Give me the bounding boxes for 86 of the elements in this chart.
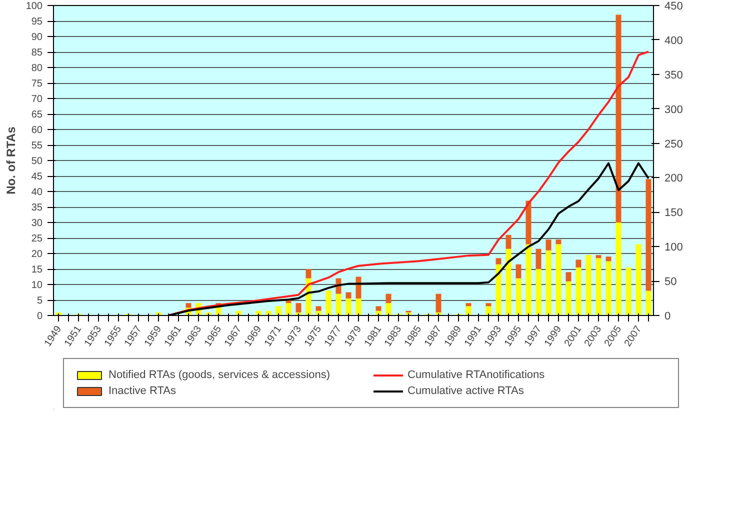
legend-label: Inactive RTAs <box>108 385 177 397</box>
y2-tick-label: 0 <box>664 310 671 322</box>
y2-tick-label: 400 <box>664 34 683 47</box>
bar <box>556 240 562 244</box>
bar <box>566 281 572 316</box>
bar <box>346 298 352 316</box>
y-tick-label: 40 <box>31 187 43 198</box>
bar <box>606 256 612 262</box>
y-tick-label: 30 <box>31 218 43 229</box>
bar <box>516 264 522 278</box>
bar <box>626 267 632 316</box>
bar <box>646 179 652 291</box>
bar <box>326 290 332 316</box>
y2-tick-label: 150 <box>664 207 683 220</box>
y-tick-label: 70 <box>31 94 43 105</box>
bar <box>576 260 582 268</box>
y-tick-label: 15 <box>31 264 43 276</box>
bar <box>496 264 502 316</box>
bar <box>186 303 192 308</box>
y-tick-label: 85 <box>31 48 43 58</box>
bar <box>506 234 512 249</box>
bar <box>276 306 282 316</box>
bar <box>526 244 532 316</box>
bar <box>386 294 392 304</box>
y2-tick-label: 100 <box>664 242 683 254</box>
bar <box>546 240 552 250</box>
bar <box>316 306 322 311</box>
bar <box>616 14 622 222</box>
bar <box>566 272 572 282</box>
bar <box>296 303 302 312</box>
y-tick-label: 100 <box>26 1 43 12</box>
bar <box>546 250 552 316</box>
bar <box>336 294 342 316</box>
legend-label: Notified RTAs (goods, services & accessions) <box>108 369 332 381</box>
bar <box>516 278 522 316</box>
bar <box>496 258 502 264</box>
bar <box>376 306 382 311</box>
y-tick-label: 80 <box>31 63 43 74</box>
y-tick-label: 75 <box>31 78 43 90</box>
line-series <box>168 50 650 316</box>
y-tick-label: 0 <box>36 311 43 322</box>
y-tick-label: 60 <box>31 125 43 136</box>
bar <box>636 244 642 316</box>
legend-label: Cumulative active RTAs <box>408 385 525 397</box>
y2-tick-label: 300 <box>664 104 683 116</box>
bar <box>436 294 442 312</box>
bar <box>586 255 592 316</box>
y-tick-label: 95 <box>31 16 43 28</box>
y-tick-label: 5 <box>36 296 43 306</box>
bar <box>556 244 562 316</box>
bar <box>536 269 542 316</box>
bar <box>346 292 352 298</box>
bar <box>286 303 292 316</box>
bar <box>486 303 492 306</box>
y2-tick-label: 250 <box>664 138 683 150</box>
bar <box>536 248 542 269</box>
bar <box>606 261 612 316</box>
legend-label: Cumulative RTAnotifications <box>408 369 546 381</box>
bar <box>616 222 622 316</box>
y-tick-label: 20 <box>31 249 43 260</box>
y-tick-label: 55 <box>31 140 43 152</box>
bar <box>486 306 492 316</box>
bar <box>356 298 362 316</box>
bar <box>466 303 472 306</box>
y-tick-label: 90 <box>31 32 43 43</box>
bar <box>306 269 312 278</box>
bar <box>596 255 602 258</box>
y-tick-label: 45 <box>31 172 43 182</box>
bar <box>576 267 582 316</box>
bar <box>386 303 392 316</box>
bar <box>596 258 602 316</box>
y-tick-label: 10 <box>31 280 43 291</box>
y-tick-label: 25 <box>31 234 43 244</box>
bar <box>506 248 512 316</box>
bar <box>466 306 472 316</box>
y-tick-label: 65 <box>31 110 43 120</box>
y-tick-label: 35 <box>31 202 43 214</box>
y2-tick-label: 450 <box>664 0 683 12</box>
y-tick-label: 50 <box>31 156 43 167</box>
y-axis-title: No. of RTAs <box>4 126 18 194</box>
bar <box>646 290 652 316</box>
y2-tick-label: 200 <box>664 172 683 185</box>
y2-tick-label: 350 <box>664 69 683 82</box>
bar <box>526 200 532 244</box>
y2-tick-label: 50 <box>664 276 677 288</box>
bar <box>356 276 362 298</box>
